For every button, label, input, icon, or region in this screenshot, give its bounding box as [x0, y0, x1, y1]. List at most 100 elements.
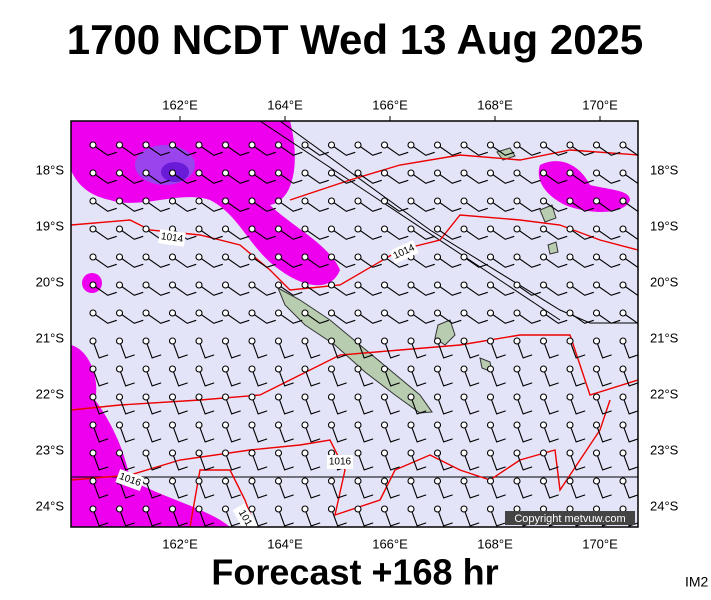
wind-barb: [410, 312, 435, 324]
wind-barb: [119, 200, 144, 212]
lat-label: 22°S: [36, 386, 65, 401]
lon-label: 164°E: [267, 97, 303, 112]
wind-barb: [330, 368, 347, 387]
wind-barb: [251, 340, 268, 359]
station: [433, 309, 442, 317]
station: [195, 141, 203, 149]
wind-barb: [516, 312, 541, 324]
wind-barb: [516, 396, 533, 415]
station: [168, 421, 177, 429]
station: [380, 225, 389, 233]
station: [301, 449, 309, 457]
station: [380, 449, 389, 457]
wind-barb: [304, 368, 321, 387]
wind-barbs: [89, 141, 638, 527]
station: [380, 365, 389, 373]
wind-barb: [383, 452, 400, 471]
wind-barb: [410, 228, 435, 240]
station: [592, 477, 601, 485]
station: [301, 309, 309, 317]
wind-barb: [224, 424, 241, 443]
station: [327, 225, 336, 233]
station: [539, 477, 548, 485]
station: [592, 225, 601, 233]
station: [619, 477, 627, 485]
station: [539, 141, 548, 149]
wind-barb: [543, 172, 568, 184]
wind-barb: [489, 396, 506, 415]
station: [592, 253, 601, 261]
wind-barb: [278, 200, 303, 212]
station: [248, 197, 256, 205]
wind-barb: [569, 200, 594, 212]
station: [486, 197, 495, 205]
wind-barb: [277, 424, 294, 443]
station: [274, 449, 283, 457]
station: [221, 337, 230, 345]
wind-barb: [277, 480, 294, 499]
wind-barb: [145, 312, 170, 324]
wind-barb: [331, 200, 356, 212]
station: [513, 141, 521, 149]
wind-barb: [437, 228, 462, 240]
station: [115, 225, 124, 233]
wind-barb: [463, 508, 480, 527]
wind-barb: [516, 172, 541, 184]
wind-barb: [118, 452, 135, 471]
wind-barb: [145, 284, 170, 296]
wind-barb: [622, 396, 638, 415]
wind-barb: [410, 424, 427, 443]
wind-barb: [463, 172, 488, 184]
station: [89, 337, 97, 345]
lon-label: 168°E: [477, 536, 513, 551]
wind-barb: [569, 368, 586, 387]
lat-label: 23°S: [36, 442, 65, 457]
station: [142, 169, 150, 177]
wind-barb: [569, 144, 594, 156]
station: [486, 393, 495, 401]
wind-barb: [172, 284, 197, 296]
station: [115, 281, 124, 289]
wind-barb: [595, 368, 612, 387]
station: [354, 393, 362, 401]
station: [248, 281, 256, 289]
station: [221, 281, 230, 289]
station: [327, 337, 336, 345]
station: [619, 253, 627, 261]
station: [407, 169, 415, 177]
station: [433, 421, 442, 429]
station: [460, 393, 468, 401]
wind-barb: [92, 172, 117, 184]
isobar-label: 1016: [115, 468, 145, 492]
station: [301, 141, 309, 149]
station: [195, 253, 203, 261]
wind-barb: [463, 424, 480, 443]
station: [566, 477, 574, 485]
station: [327, 393, 336, 401]
wind-barb: [383, 508, 400, 527]
wind-barb: [198, 256, 223, 268]
lon-label: 166°E: [372, 97, 408, 112]
wind-barb: [383, 340, 400, 359]
wind-barb: [489, 508, 506, 527]
wind-barb: [543, 228, 568, 240]
wind-barb: [331, 312, 356, 324]
lat-label: 21°S: [36, 330, 65, 345]
wind-barb: [569, 452, 586, 471]
isobar-label-text: 1014: [160, 231, 184, 245]
wind-barb: [251, 396, 268, 415]
wind-barb: [595, 424, 612, 443]
wind-barb: [92, 200, 117, 212]
station: [301, 477, 309, 485]
wind-barb: [463, 228, 488, 240]
wind-barb: [622, 424, 638, 443]
station: [327, 505, 336, 513]
station: [248, 421, 256, 429]
station: [619, 393, 627, 401]
station: [513, 337, 521, 345]
copyright-box: [505, 511, 635, 525]
wind-barb: [542, 340, 559, 359]
wind-barb: [516, 228, 541, 240]
wind-barb: [463, 340, 480, 359]
